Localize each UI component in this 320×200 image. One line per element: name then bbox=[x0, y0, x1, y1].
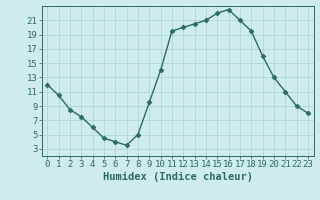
X-axis label: Humidex (Indice chaleur): Humidex (Indice chaleur) bbox=[103, 172, 252, 182]
